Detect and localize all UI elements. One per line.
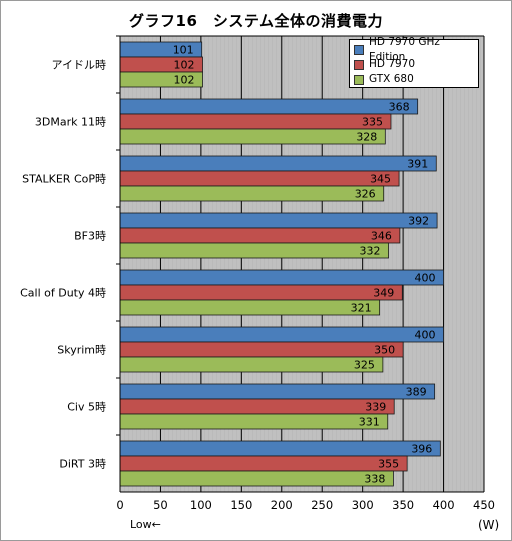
x-tick-label: 450 [473,498,495,512]
data-label: 339 [365,401,386,414]
category-label: Civ 5時 [67,401,106,414]
data-label: 396 [411,443,432,456]
bar [119,284,403,301]
category-label: アイドル時 [52,59,106,72]
data-label: 325 [354,359,375,372]
data-label: 326 [355,188,376,201]
data-label: 321 [351,302,372,315]
legend-swatch [354,44,364,55]
legend-swatch [354,59,364,70]
bar [119,155,437,172]
data-label: 392 [408,215,429,228]
bar [119,170,400,187]
bar [119,113,392,130]
x-tick-label: 100 [190,498,212,512]
bar [119,398,395,415]
data-label: 400 [415,329,436,342]
data-label: 346 [371,230,392,243]
bar [119,98,419,115]
bar [119,356,384,373]
legend-entry: HD 7970 [350,57,478,72]
data-label: 338 [364,473,385,486]
bar [119,299,381,316]
x-tick-label: 250 [311,498,333,512]
category-label: STALKER CoP時 [22,173,106,186]
legend-label: GTX 680 [369,73,414,85]
data-label: 345 [370,173,391,186]
bar [119,242,389,259]
data-label: 389 [406,386,427,399]
bar [119,470,394,487]
category-label: 3DMark 11時 [35,116,106,129]
category-label: Call of Duty 4時 [20,287,106,300]
x-tick-label: 200 [271,498,293,512]
bar [119,269,444,286]
x-tick-label: 50 [153,498,168,512]
legend-entry: HD 7970 GHz Edition [350,36,478,63]
category-label: DiRT 3時 [59,458,106,471]
direction-note: Low← [130,518,161,531]
category-label: Skyrim時 [57,344,106,357]
chart-title: グラフ16 システム全体の消費電力 [129,12,383,30]
legend-label: HD 7970 GHz Edition [369,35,440,63]
bar [119,455,408,472]
bar [119,128,386,145]
category-label: BF3時 [74,230,106,243]
data-label: 102 [174,74,195,87]
bar [119,212,438,229]
data-label: 102 [174,59,195,72]
bar [119,227,401,244]
data-label: 355 [378,458,399,471]
data-label: 328 [356,131,377,144]
x-tick-label: 150 [230,498,252,512]
data-label: 335 [362,116,383,129]
legend-swatch [354,74,364,85]
x-tick-label: 0 [116,498,123,512]
legend: HD 7970 GHz Edition HD 7970 GTX 680 [349,36,479,88]
data-label: 400 [415,272,436,285]
x-tick-label: 300 [352,498,374,512]
bar [119,383,436,400]
data-label: 350 [374,344,395,357]
x-tick-label: 350 [392,498,414,512]
data-label: 349 [373,287,394,300]
bar [119,341,404,358]
data-label: 368 [389,101,410,114]
bar [119,185,385,202]
data-label: 101 [173,44,194,57]
data-label: 391 [407,158,428,171]
bar [119,440,441,457]
data-label: 331 [359,416,380,429]
legend-label: HD 7970 [369,58,416,70]
bar [119,413,389,430]
x-tick-label: 400 [433,498,455,512]
bar [119,326,444,343]
x-axis-unit-label: (W) [478,518,500,532]
data-label: 332 [360,245,381,258]
legend-entry: GTX 680 [350,72,478,87]
